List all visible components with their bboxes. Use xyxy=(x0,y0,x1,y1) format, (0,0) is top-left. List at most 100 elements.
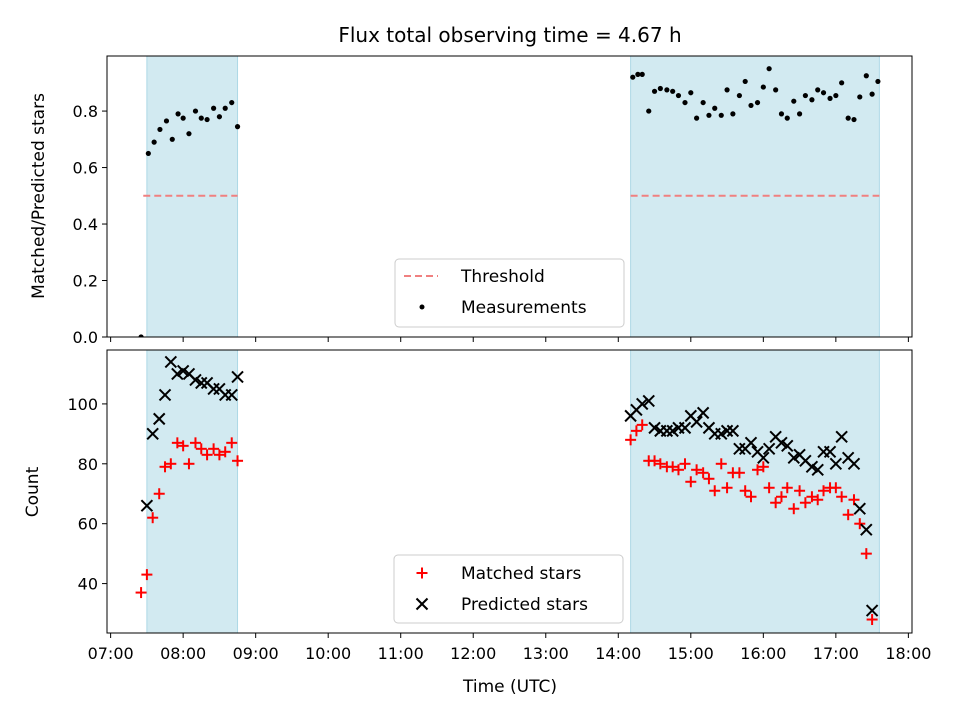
top-panel: 0.00.20.40.60.8 Matched/Predicted stars … xyxy=(29,55,913,347)
bot-shaded-span-1 xyxy=(630,349,880,634)
measurement-point xyxy=(760,84,766,90)
legend-measurements-swatch xyxy=(419,304,425,310)
matched-star-point xyxy=(654,458,666,470)
measurement-point xyxy=(630,74,636,80)
predicted-star-point xyxy=(153,412,166,426)
measurement-point xyxy=(742,78,748,85)
x-tick-label: 16:00 xyxy=(740,644,786,663)
measurement-point xyxy=(694,115,700,121)
predicted-star-point xyxy=(195,376,208,390)
measurement-point xyxy=(222,105,228,111)
matched-star-point xyxy=(866,614,878,626)
bottom-y-axis-label: Count xyxy=(23,466,43,517)
predicted-star-point xyxy=(158,388,172,402)
measurement-point xyxy=(664,87,670,93)
matched-star-point xyxy=(860,548,872,560)
matched-star-point xyxy=(165,458,177,470)
measurement-point xyxy=(869,91,875,97)
measurement-point xyxy=(646,108,652,114)
measurement-point xyxy=(688,90,694,96)
measurement-point xyxy=(175,111,181,117)
bottom-legend: Matched stars Predicted stars xyxy=(393,554,624,624)
predicted-star-point xyxy=(207,382,220,396)
measurement-point xyxy=(863,73,869,79)
matched-star-point xyxy=(745,491,757,503)
predicted-star-point xyxy=(720,424,734,438)
measurement-point xyxy=(851,116,857,123)
predicted-star-point xyxy=(636,397,649,411)
matched-star-point xyxy=(135,587,147,599)
top-y-tick-label: 0.8 xyxy=(73,102,98,121)
predicted-star-point xyxy=(865,604,879,617)
predicted-star-point xyxy=(726,424,740,438)
x-tick-label: 10:00 xyxy=(305,644,351,663)
measurement-point xyxy=(766,66,772,72)
measurement-point xyxy=(216,114,223,120)
matched-star-point xyxy=(153,488,165,500)
top-legend: Threshold Measurements xyxy=(394,258,625,328)
matched-star-point xyxy=(806,491,818,503)
matched-star-point xyxy=(201,449,213,461)
matched-star-point xyxy=(171,437,183,449)
matched-star-point xyxy=(691,464,703,476)
x-axis-label: Time (UTC) xyxy=(462,677,557,697)
measurement-point xyxy=(234,124,241,130)
measurement-point xyxy=(827,95,833,101)
measurement-point xyxy=(682,99,688,106)
measurement-point xyxy=(875,78,881,85)
top-y-axis: 0.0 0.2 0.4 0.6 0.8 xyxy=(73,102,107,347)
measurement-point xyxy=(157,126,163,133)
legend-threshold-label: Threshold xyxy=(460,267,545,287)
matched-star-point xyxy=(818,485,830,497)
predicted-star-point xyxy=(805,460,819,474)
matched-star-point xyxy=(189,437,201,449)
predicted-star-point xyxy=(231,370,244,384)
measurement-point xyxy=(138,334,144,337)
predicted-star-point xyxy=(835,430,848,444)
predicted-star-point xyxy=(164,355,178,369)
matched-star-point xyxy=(159,461,171,473)
x-tick-label: 18:00 xyxy=(885,644,931,663)
measurement-point xyxy=(192,108,199,114)
bot-y-tick-label: 40 xyxy=(78,575,98,594)
predicted-star-point xyxy=(171,367,184,381)
matched-star-point xyxy=(679,458,691,470)
predicted-star-point xyxy=(176,364,190,378)
matched-star-point xyxy=(630,425,642,437)
matched-star-point xyxy=(757,461,769,473)
matched-star-point xyxy=(848,494,860,506)
matched-star-point xyxy=(195,443,207,455)
measurement-point xyxy=(163,118,170,124)
measurement-point xyxy=(675,92,682,99)
measurement-point xyxy=(820,90,827,96)
measurement-point xyxy=(700,99,706,106)
bot-y-tick-label: 100 xyxy=(67,395,98,414)
matched-star-point xyxy=(177,440,189,452)
matched-star-point xyxy=(649,455,661,467)
predicted-star-point xyxy=(225,388,238,402)
legend-predicted-swatch xyxy=(415,597,429,611)
top-axes-frame xyxy=(106,55,913,338)
matched-star-point xyxy=(697,467,709,479)
matched-star-point xyxy=(770,497,782,509)
top-y-tick-label: 0.2 xyxy=(73,272,98,291)
measurement-point xyxy=(754,99,761,106)
matched-star-point xyxy=(775,491,787,503)
matched-star-point xyxy=(685,476,697,488)
measurement-point xyxy=(773,87,779,93)
measurement-point xyxy=(839,80,845,86)
predicted-star-point xyxy=(696,406,710,420)
measurement-point xyxy=(657,85,663,92)
bottom-axes-frame xyxy=(106,349,913,634)
matched-star-point xyxy=(213,449,225,461)
measurement-point xyxy=(229,99,235,106)
measurement-point xyxy=(169,136,175,142)
measurement-point xyxy=(211,105,217,111)
predicted-star-point xyxy=(140,499,154,512)
predicted-star-point xyxy=(775,436,788,450)
predicted-star-point xyxy=(823,445,837,459)
predicted-star-point xyxy=(744,436,758,450)
measurement-point xyxy=(748,102,754,109)
chart-title: Flux total observing time = 4.67 h xyxy=(338,23,681,47)
measurement-point xyxy=(198,115,204,121)
